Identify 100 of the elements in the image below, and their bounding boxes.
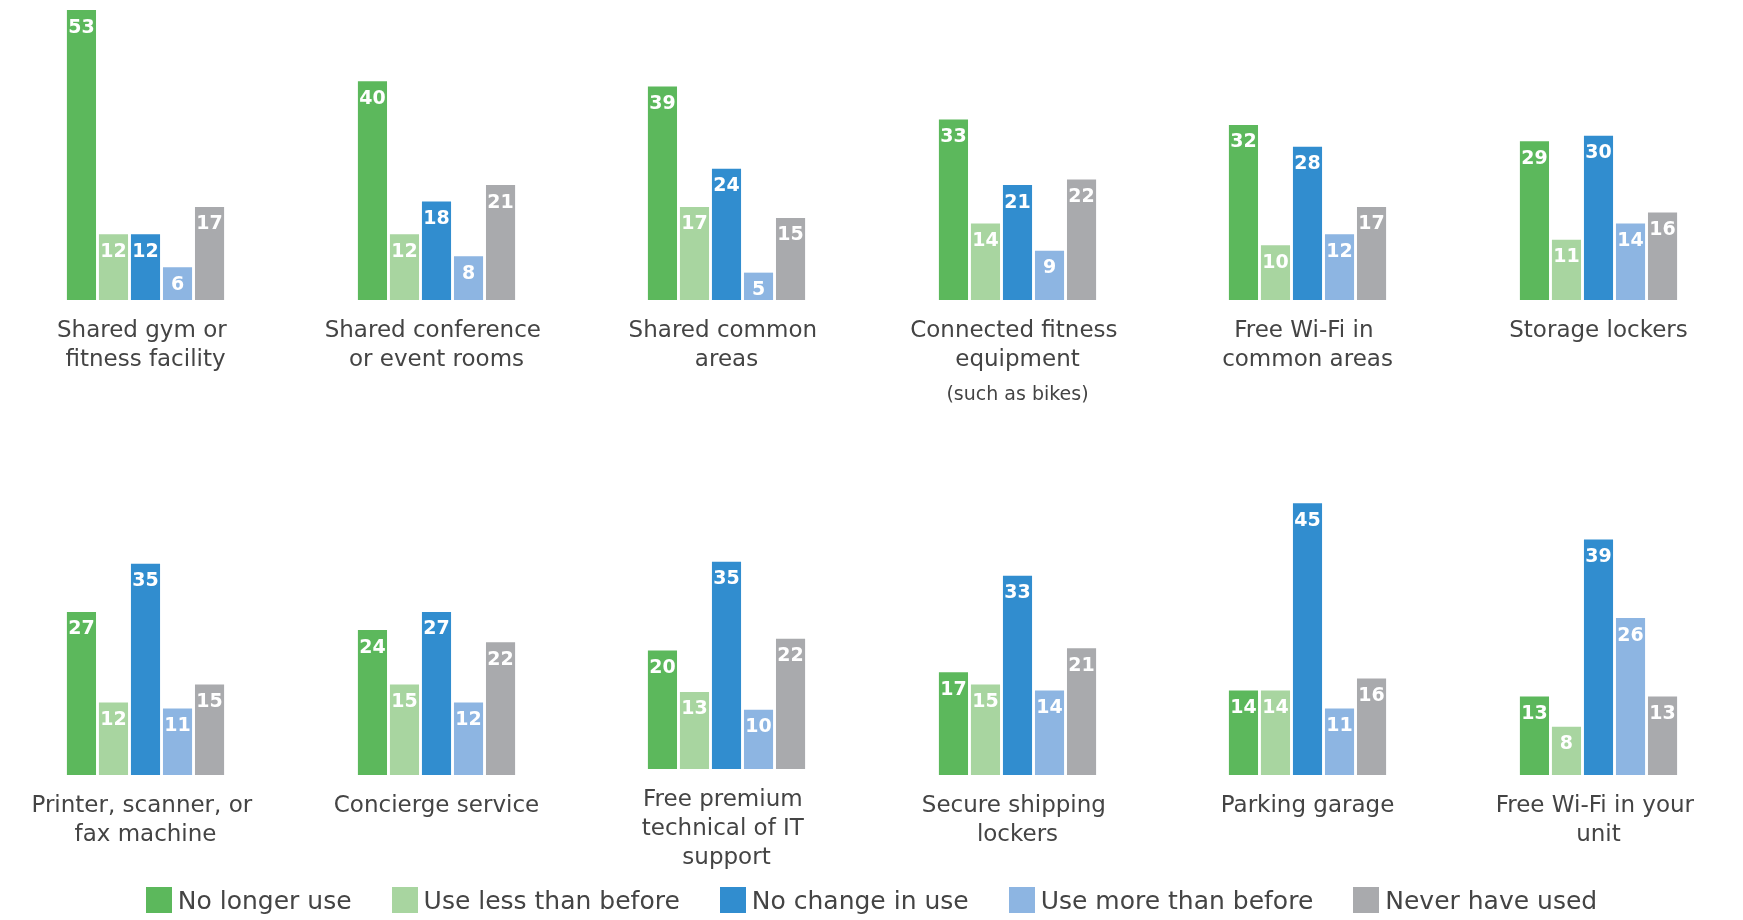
data-label: 39: [1584, 544, 1612, 567]
bar: [194, 684, 225, 775]
data-label: 15: [390, 688, 418, 711]
bar: [775, 638, 806, 769]
bar: [1647, 696, 1677, 775]
data-label: 12: [132, 238, 159, 261]
legend-label: Use less than before: [423, 885, 680, 915]
bar: [1260, 690, 1291, 775]
data-label: 22: [1067, 184, 1095, 207]
data-label: 11: [1552, 244, 1580, 267]
bar: [970, 223, 1000, 300]
data-label: 12: [100, 238, 127, 261]
data-label: 14: [1035, 694, 1063, 717]
bar: [1292, 146, 1323, 300]
bar: [1228, 124, 1259, 300]
x-tick-label: Free Wi-Fi in common areas: [1222, 315, 1393, 371]
data-label: 13: [681, 696, 708, 719]
bar: [485, 185, 515, 300]
x-tick-label: Concierge service: [333, 790, 539, 817]
data-label: 13: [1648, 701, 1676, 724]
bar: [1583, 135, 1613, 300]
bar: [1034, 250, 1064, 300]
bar: [1583, 539, 1613, 775]
data-label: 15: [971, 688, 999, 711]
bar: [66, 611, 97, 775]
data-label: 21: [1003, 189, 1031, 212]
data-label: 21: [486, 189, 514, 212]
data-label: 29: [1520, 145, 1548, 168]
bar: [1066, 179, 1096, 300]
data-label: 17: [681, 211, 708, 234]
data-label: 39: [649, 91, 676, 114]
data-label: 22: [777, 643, 804, 666]
legend-label: No longer use: [177, 885, 352, 915]
data-label: 8: [461, 260, 475, 283]
data-label: 12: [1326, 238, 1353, 261]
text: (such as bikes): [945, 381, 1089, 404]
bar: [1292, 503, 1323, 775]
data-label: 22: [486, 646, 514, 669]
data-label: 14: [1616, 227, 1644, 250]
bar: [1002, 185, 1032, 300]
data-label: 8: [1559, 731, 1573, 754]
bar: [647, 86, 678, 300]
bar: [775, 217, 806, 300]
data-label: 53: [68, 14, 95, 37]
data-label: 12: [100, 707, 127, 730]
data-label: 21: [1067, 652, 1095, 675]
bar: [357, 630, 387, 775]
data-label: 14: [971, 227, 999, 250]
data-label: 10: [1262, 249, 1289, 272]
bar: [1034, 690, 1064, 775]
bar: [1519, 696, 1549, 775]
bar: [1519, 141, 1549, 300]
bar: [1002, 575, 1032, 775]
data-label: 35: [713, 566, 740, 589]
bar: [938, 672, 968, 775]
data-label: 14: [1262, 694, 1289, 717]
data-label: 17: [939, 676, 967, 699]
data-label: 24: [358, 634, 386, 657]
bar: [679, 691, 710, 769]
legend-label: No change in use: [751, 885, 969, 915]
bar: [421, 611, 451, 775]
data-label: 17: [1358, 211, 1385, 234]
data-label: 6: [170, 271, 185, 294]
data-label: 15: [196, 688, 223, 711]
data-label: 35: [132, 568, 159, 591]
bar: [421, 201, 451, 300]
data-label: 27: [68, 616, 95, 639]
data-label: 15: [777, 222, 804, 245]
data-label: 16: [1648, 216, 1676, 239]
x-tick-label: Storage lockers: [1508, 315, 1688, 342]
data-label: 40: [358, 85, 386, 108]
data-label: 33: [1003, 580, 1031, 603]
bar: [1356, 206, 1387, 300]
data-label: 10: [745, 714, 772, 737]
data-label: 12: [454, 707, 482, 730]
data-label: 20: [649, 655, 676, 678]
data-label: 32: [1230, 129, 1257, 152]
data-label: 11: [1326, 713, 1353, 736]
x-tick-label: Free premium technical of IT support: [641, 784, 812, 869]
bar: [357, 81, 387, 300]
bar: [389, 684, 419, 775]
bar: [1647, 212, 1677, 300]
bar: [711, 168, 742, 300]
x-tick-label: Secure shipping lockers: [921, 790, 1113, 846]
bar: [1615, 618, 1645, 775]
data-label: 5: [751, 277, 766, 300]
data-label: 24: [713, 173, 740, 196]
x-tick-label: Parking garage: [1220, 790, 1395, 817]
bar: [1615, 223, 1645, 300]
bar: [66, 10, 97, 300]
bar: [711, 561, 742, 769]
data-label: 45: [1294, 507, 1321, 530]
data-label: 13: [1520, 701, 1548, 724]
x-tick-label: Shared common areas: [628, 315, 825, 371]
bar: [1228, 690, 1259, 775]
bar: [130, 563, 161, 775]
data-label: 12: [390, 238, 418, 261]
bar: [679, 206, 710, 300]
bar: [485, 642, 515, 775]
bar: [1356, 678, 1387, 775]
